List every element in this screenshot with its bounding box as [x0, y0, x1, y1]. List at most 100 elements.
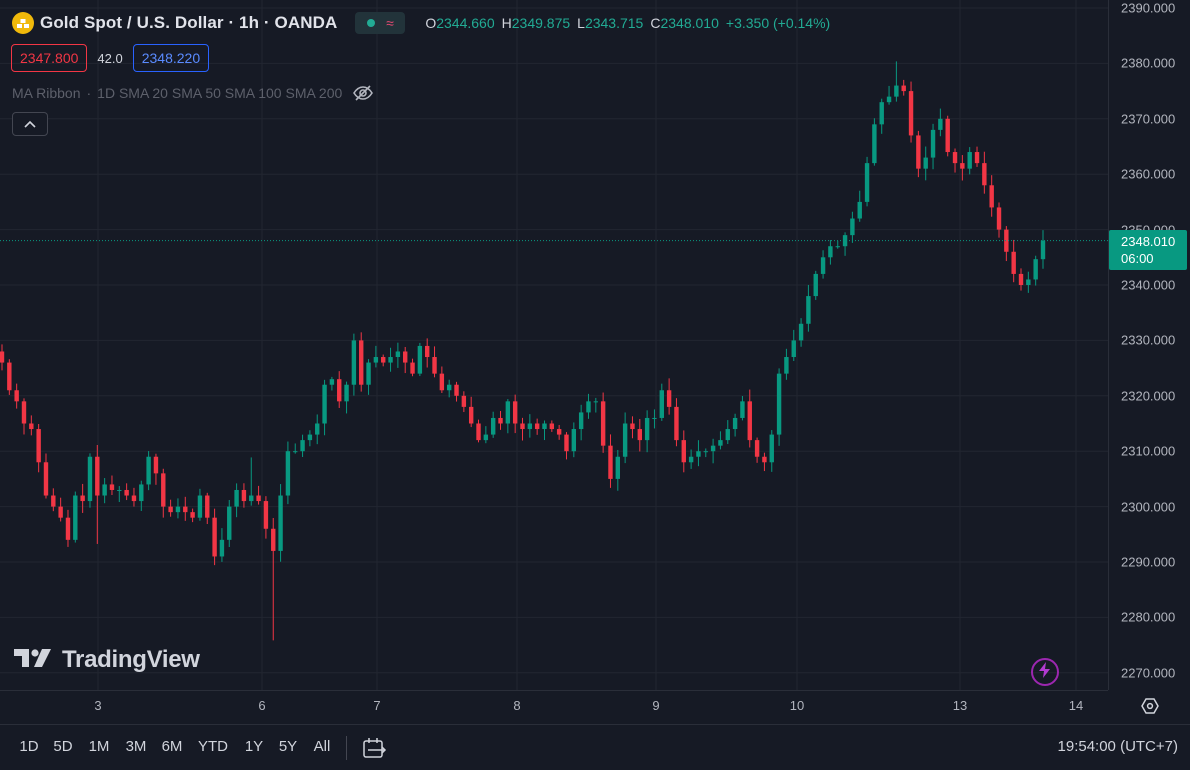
range-button-ytd[interactable]: YTD — [198, 738, 228, 755]
candle-body — [373, 357, 379, 363]
candle — [681, 430, 686, 473]
candle — [886, 85, 892, 105]
candle — [161, 468, 166, 518]
price-tick: 2390.000 — [1121, 0, 1176, 16]
time-tick: 10 — [789, 698, 805, 713]
range-button-5y[interactable]: 5Y — [278, 738, 298, 755]
gold-symbol-icon[interactable] — [12, 12, 34, 34]
range-button-1y[interactable]: 1Y — [244, 738, 264, 755]
lightning-icon — [1039, 661, 1051, 683]
candle — [454, 381, 459, 402]
price-tick: 2270.000 — [1121, 665, 1176, 681]
time-tick: 6 — [258, 698, 266, 713]
candle — [725, 420, 730, 445]
candle — [43, 453, 49, 499]
candle — [842, 232, 848, 256]
candle — [1004, 226, 1009, 262]
change-value: +3.350 (+0.14%) — [725, 15, 831, 31]
candle-body — [36, 429, 41, 463]
candle-body — [762, 456, 767, 463]
candle — [14, 383, 19, 409]
chevron-up-icon — [24, 115, 36, 133]
candle-body — [659, 390, 664, 418]
eye-off-icon[interactable] — [352, 82, 374, 104]
candle — [666, 378, 672, 415]
quote-row: 2347.800 42.0 2348.220 — [11, 44, 210, 72]
candle — [461, 391, 467, 413]
range-button-3m[interactable]: 3M — [125, 738, 147, 755]
price-tick: 2360.000 — [1121, 166, 1176, 182]
collapse-legend-button[interactable] — [12, 112, 48, 136]
candle — [637, 418, 642, 452]
candle-body — [842, 235, 848, 247]
candle — [21, 398, 27, 435]
price-tick: 2300.000 — [1121, 499, 1176, 515]
candle — [622, 412, 628, 464]
candle — [366, 359, 371, 395]
candle — [901, 79, 906, 96]
candle — [256, 485, 261, 505]
candle — [102, 478, 107, 504]
candle-body — [916, 135, 921, 169]
candle-body — [278, 495, 283, 551]
indicator-legend[interactable]: MA Ribbon · 1D SMA 20 SMA 50 SMA 100 SMA… — [12, 82, 374, 104]
candle — [87, 453, 93, 508]
candle-body — [212, 517, 217, 557]
symbol-title[interactable]: Gold Spot / U.S. Dollar · 1h · OANDA — [40, 13, 338, 32]
candle — [95, 444, 100, 544]
candle — [241, 483, 247, 508]
candle — [300, 434, 305, 457]
last-price-tag: 2348.010 06:00 — [1109, 230, 1187, 270]
range-button-1d[interactable]: 1D — [19, 738, 39, 755]
candle — [293, 443, 298, 454]
range-button-1m[interactable]: 1M — [88, 738, 110, 755]
tradingview-logo[interactable]: TradingView — [14, 646, 200, 674]
candle-body — [219, 539, 225, 557]
market-status-pill[interactable]: ≈ — [355, 12, 406, 34]
candle-body — [117, 489, 122, 491]
sell-button[interactable]: 2347.800 — [11, 44, 88, 72]
calendar-goto-icon[interactable] — [362, 735, 388, 761]
indicator-name[interactable]: MA Ribbon — [12, 85, 81, 101]
candle-body — [718, 440, 723, 446]
candle — [381, 354, 386, 367]
settings-icon[interactable] — [1138, 694, 1162, 718]
candle-body — [80, 495, 85, 502]
price-axis[interactable]: 2390.0002380.0002370.0002360.0002350.000… — [1108, 0, 1190, 690]
low-label: L — [577, 15, 585, 31]
range-button-6m[interactable]: 6M — [161, 738, 183, 755]
lightning-button[interactable] — [1031, 658, 1059, 686]
candle — [754, 437, 760, 463]
candle — [373, 345, 379, 368]
candle-body — [190, 512, 195, 518]
price-tick: 2310.000 — [1121, 443, 1176, 459]
time-tick: 7 — [373, 698, 381, 713]
candle-body — [593, 401, 599, 403]
candle-body — [109, 484, 115, 490]
candle-body — [608, 445, 613, 479]
candlestick-chart[interactable] — [0, 0, 1108, 690]
candle — [520, 417, 525, 441]
candle-body — [322, 384, 327, 424]
candle-body — [556, 429, 562, 435]
candle-body — [798, 323, 804, 341]
candle-body — [359, 340, 364, 385]
chart-pane[interactable]: Gold Spot / U.S. Dollar · 1h · OANDA ≈ O… — [0, 0, 1108, 690]
candle — [820, 250, 826, 279]
high-label: H — [501, 15, 512, 31]
time-axis[interactable]: 3 6 7 8 9 10 13 14 — [0, 690, 1108, 722]
candle-body — [168, 506, 173, 513]
indicator-params: 1D SMA 20 SMA 50 SMA 100 SMA 200 — [97, 85, 343, 101]
buy-button[interactable]: 2348.220 — [132, 44, 210, 72]
range-button-all[interactable]: All — [313, 738, 331, 755]
candle — [747, 389, 752, 448]
price-tick: 2340.000 — [1121, 277, 1176, 293]
candle — [710, 438, 716, 464]
candle — [864, 156, 870, 207]
market-open-dot-icon — [366, 19, 375, 27]
candle — [644, 410, 650, 453]
candle — [263, 496, 269, 539]
range-button-5d[interactable]: 5D — [53, 738, 73, 755]
candle-body — [747, 401, 752, 441]
timezone-clock[interactable]: 19:54:00 (UTC+7) — [1057, 738, 1178, 755]
